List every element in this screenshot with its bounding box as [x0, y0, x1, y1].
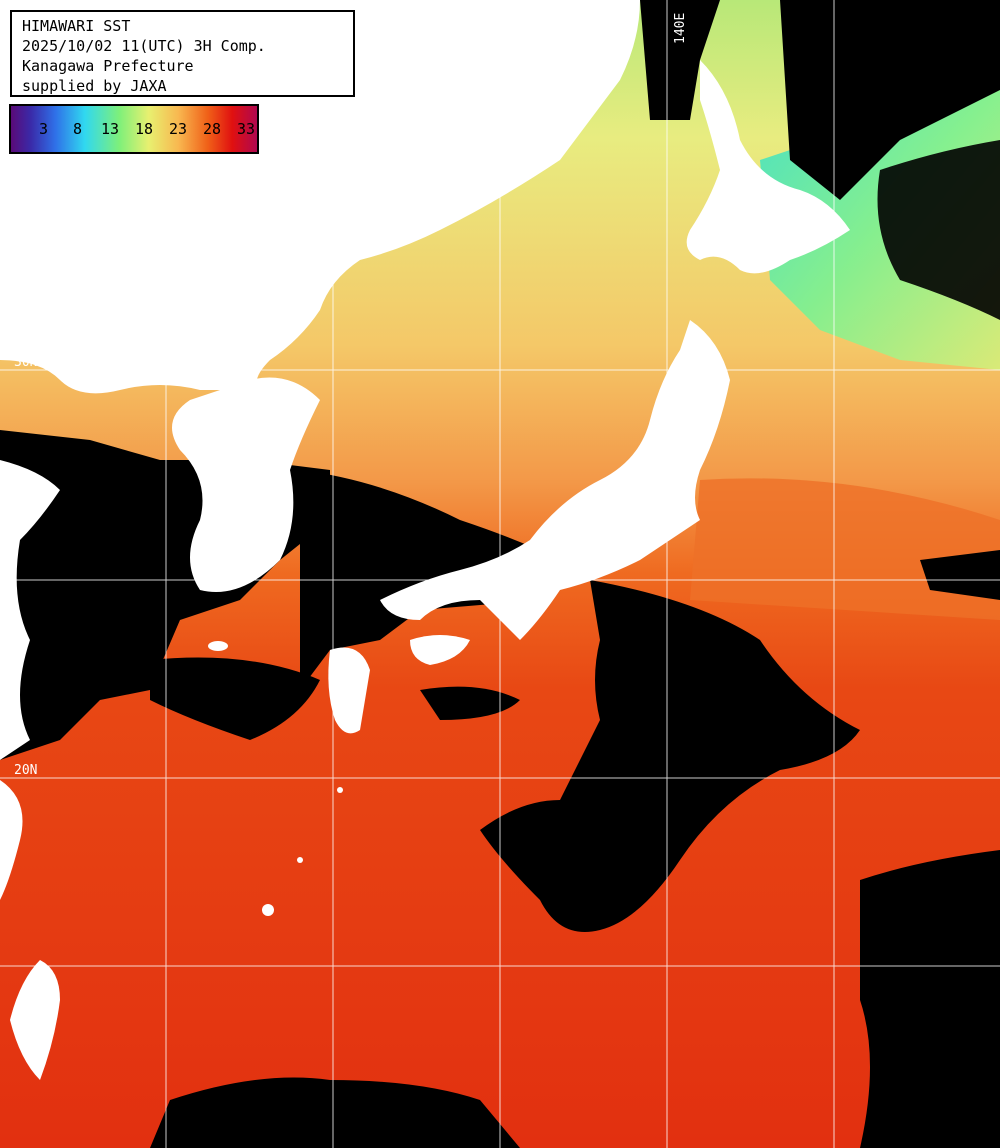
- legend-tick: 3: [39, 120, 49, 138]
- legend-tick: 28: [203, 120, 222, 138]
- lat-label-30n: 30N: [14, 355, 37, 370]
- legend-tick: 18: [135, 120, 154, 138]
- lon-label-140e: 140E: [673, 13, 688, 44]
- sea-warm-east: [690, 478, 1000, 620]
- map-info-box: HIMAWARI SST 2025/10/02 11(UTC) 3H Comp.…: [10, 10, 355, 97]
- map-credit: supplied by JAXA: [22, 77, 167, 95]
- legend-tick: 33: [237, 120, 256, 138]
- map-datetime: 2025/10/02 11(UTC) 3H Comp.: [22, 37, 266, 55]
- map-prefecture: Kanagawa Prefecture: [22, 57, 194, 75]
- legend-tick: 23: [169, 120, 188, 138]
- lat-label-20n: 20N: [14, 763, 37, 778]
- map-title: HIMAWARI SST: [22, 17, 131, 35]
- legend-tick: 8: [73, 120, 83, 138]
- land: [0, 0, 850, 1080]
- temperature-color-legend: 3 8 13 18 23 28 33: [9, 104, 259, 154]
- legend-tick: 13: [101, 120, 120, 138]
